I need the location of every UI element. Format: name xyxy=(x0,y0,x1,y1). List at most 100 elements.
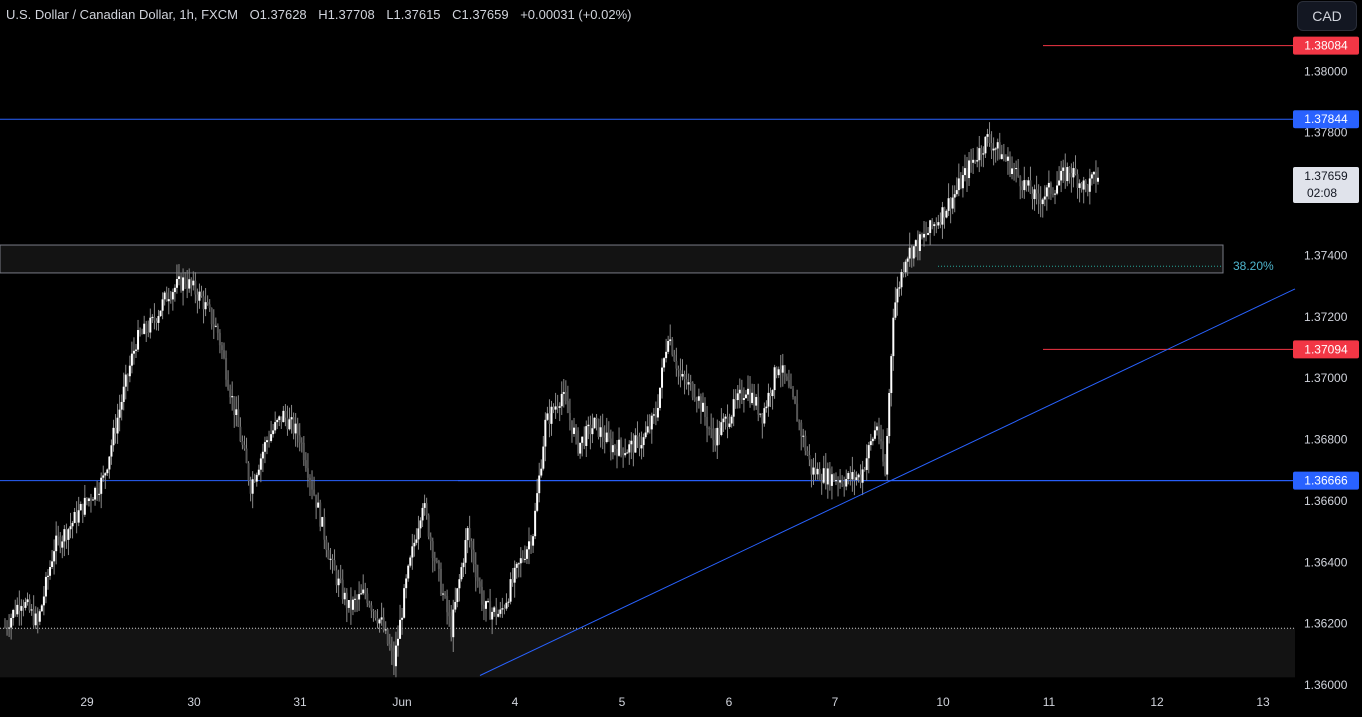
candle-body xyxy=(687,382,690,385)
candle-body xyxy=(638,436,641,449)
candle-body xyxy=(235,409,238,415)
candle-body xyxy=(1084,180,1087,186)
candle-body xyxy=(49,567,52,576)
candle-body xyxy=(403,588,406,618)
candle-body xyxy=(769,392,772,397)
candle-body xyxy=(931,220,934,227)
candle-body xyxy=(331,558,334,561)
candle-body xyxy=(77,510,80,523)
candle-body xyxy=(343,592,346,600)
candle-body xyxy=(1051,193,1054,195)
candle-body xyxy=(652,414,655,416)
candle-body xyxy=(1015,168,1018,170)
candle-body xyxy=(701,402,704,412)
candle-body xyxy=(12,609,15,618)
candle-body xyxy=(1000,154,1003,159)
candle-body xyxy=(298,435,301,443)
candle-body xyxy=(538,475,541,494)
candle-body xyxy=(994,148,997,150)
y-tick-label: 1.36800 xyxy=(1304,433,1348,447)
price-labels: 1.38084 1.37844 1.37659 02:08 1.37094 1.36666 xyxy=(1293,36,1359,490)
candle-body xyxy=(863,469,866,471)
candle-body xyxy=(1039,199,1042,205)
candle-body xyxy=(886,436,889,475)
candle-body xyxy=(435,561,438,563)
candle-body xyxy=(407,565,410,579)
candle-body xyxy=(783,365,786,377)
candle-body xyxy=(857,474,860,478)
candle-body xyxy=(143,323,146,334)
candle-body xyxy=(589,424,592,435)
candle-body xyxy=(976,160,979,162)
candle-body xyxy=(155,320,158,323)
candle-body xyxy=(830,474,833,486)
price-label-text-3: 1.37094 xyxy=(1304,342,1348,356)
candle-body xyxy=(826,468,829,485)
candle-body xyxy=(204,302,207,310)
candle-body xyxy=(624,453,627,456)
time-axis[interactable]: 29 30 31 Jun 4 5 6 7 10 11 12 13 xyxy=(80,695,1270,709)
candle-body xyxy=(581,436,584,443)
candle-body xyxy=(525,549,528,559)
candle-body xyxy=(159,310,162,317)
candle-body xyxy=(1027,180,1030,186)
candle-body xyxy=(726,416,729,427)
candle-body xyxy=(1060,170,1063,181)
candle-body xyxy=(636,435,639,437)
trendline xyxy=(479,288,1296,676)
currency-button[interactable]: CAD xyxy=(1297,1,1357,31)
y-tick-label: 1.37800 xyxy=(1304,126,1348,140)
candle-body xyxy=(530,541,533,546)
candle-body xyxy=(877,426,880,440)
candle-body xyxy=(1011,168,1014,175)
candle-body xyxy=(98,493,101,495)
candle-body xyxy=(452,609,455,638)
candle-body xyxy=(153,316,156,321)
candle-body xyxy=(902,272,905,274)
candle-body xyxy=(46,575,49,577)
candle-body xyxy=(953,194,956,198)
candle-body xyxy=(519,558,522,564)
candle-body xyxy=(855,477,858,481)
candle-body xyxy=(167,299,170,302)
candle-body xyxy=(548,413,551,424)
candle-body xyxy=(683,374,686,380)
candle-body xyxy=(761,413,764,424)
candle-body xyxy=(720,422,723,435)
candle-body xyxy=(620,439,623,449)
candle-body xyxy=(706,416,709,428)
candle-body xyxy=(1002,154,1005,158)
candle-body xyxy=(137,330,140,350)
candle-body xyxy=(955,190,958,195)
candle-body xyxy=(188,279,191,289)
candle-body xyxy=(798,421,801,423)
candle-body xyxy=(734,399,737,401)
candle-body xyxy=(200,291,203,297)
candle-body xyxy=(794,396,797,404)
candle-body xyxy=(959,178,962,189)
candle-body xyxy=(36,613,39,622)
candle-body xyxy=(550,406,553,424)
candle-body xyxy=(1054,193,1057,195)
candle-body xyxy=(534,510,537,537)
candle-body xyxy=(554,406,557,410)
candle-body xyxy=(1023,180,1026,191)
candle-body xyxy=(14,609,17,615)
candle-body xyxy=(607,432,610,439)
x-tick-label: 30 xyxy=(187,695,201,709)
candle-body xyxy=(362,589,365,594)
price-axis[interactable]: 1.36000 1.36200 1.36400 1.36600 1.36800 1.370… xyxy=(1304,64,1348,692)
candle-body xyxy=(245,448,248,464)
candle-body xyxy=(845,478,848,487)
candle-body xyxy=(446,595,449,613)
candle-body xyxy=(337,578,340,586)
candle-body xyxy=(114,427,117,434)
candle-body xyxy=(699,396,702,412)
countdown-text: 02:08 xyxy=(1307,186,1337,200)
candle-body xyxy=(186,284,189,289)
candle-body xyxy=(280,416,283,423)
candle-body xyxy=(253,479,256,482)
candle-body xyxy=(104,473,107,476)
candle-body xyxy=(1041,199,1044,205)
